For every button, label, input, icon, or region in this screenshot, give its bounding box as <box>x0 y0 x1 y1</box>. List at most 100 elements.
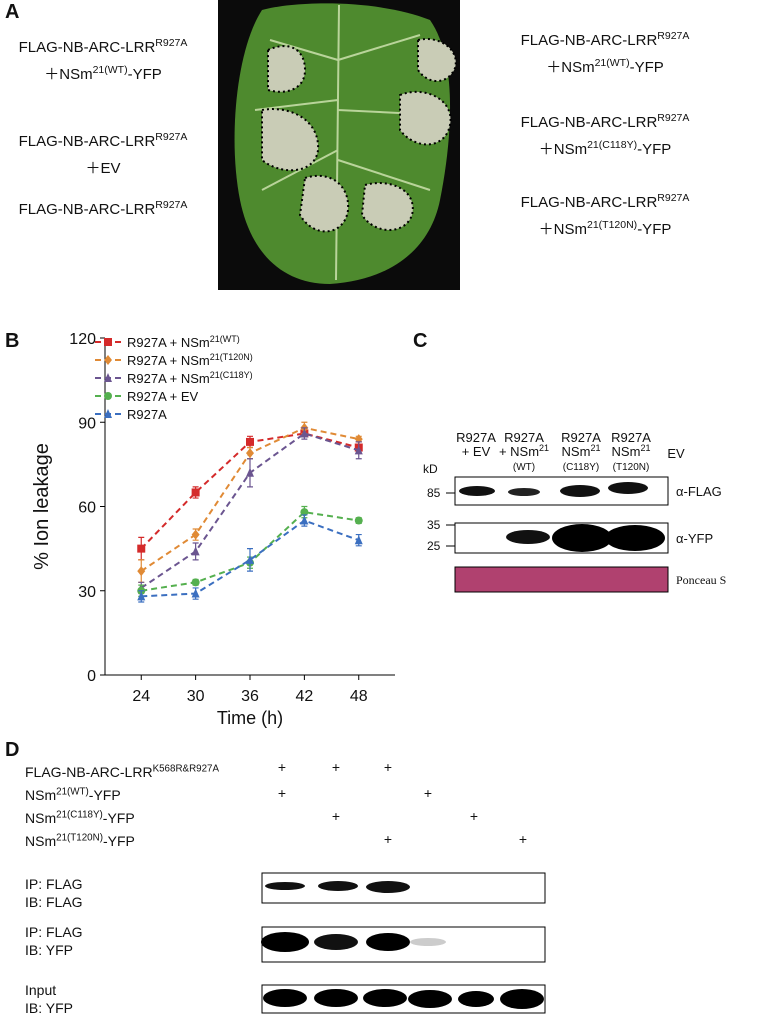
column-sup: 21 <box>640 443 650 453</box>
column-header: (C118Y) <box>563 462 600 473</box>
legend-label: R927A + NSm21(T120N) <box>127 352 253 368</box>
label-text: ＋NSm <box>546 59 594 76</box>
label: FLAG-NB-ARC-LRRR927A <box>19 37 188 56</box>
label-text: ＋NSm <box>44 66 92 83</box>
label: FLAG-NB-ARC-LRRR927A <box>521 30 690 49</box>
label-text: -YFP <box>630 59 664 76</box>
legend-text: R927A + NSm <box>127 335 210 350</box>
label-text: NSm <box>25 787 56 803</box>
label-text: NSm <box>25 833 56 849</box>
column-text: NSm <box>562 444 591 459</box>
y-axis-title: % Ion leakage <box>31 443 53 570</box>
column-header: R927A <box>611 430 651 445</box>
point <box>246 554 254 564</box>
column-header: EV <box>667 446 685 461</box>
point <box>191 546 200 556</box>
label-sup: R927A <box>657 192 689 204</box>
kd-label: kD <box>423 462 438 476</box>
row-label: α-FLAG <box>676 484 722 499</box>
point <box>300 515 309 525</box>
label: NSm21(T120N)-YFP <box>25 832 135 849</box>
y-tick-label: 60 <box>78 500 96 517</box>
label-text: ＋EV <box>85 160 120 177</box>
label-sup: 21(WT) <box>595 57 630 69</box>
plus-mark: + <box>332 759 340 775</box>
label-text: FLAG-NB-ARC-LRR <box>19 133 156 150</box>
label-text: FLAG-NB-ARC-LRR <box>521 32 658 49</box>
point <box>246 437 254 446</box>
point <box>300 508 309 517</box>
plus-mark: + <box>384 831 392 847</box>
label-text: FLAG-NB-ARC-LRR <box>25 764 153 780</box>
legend-sup: 21(WT) <box>210 334 240 344</box>
label-sup: R927A <box>155 37 187 49</box>
panel-label: D <box>5 739 19 761</box>
leaf-photo <box>218 0 460 290</box>
column-text: + EV <box>462 444 491 459</box>
label: ＋NSm21(T120N)-YFP <box>539 219 672 238</box>
point <box>246 448 254 459</box>
point <box>137 544 146 553</box>
y-tick-label: 120 <box>69 331 96 348</box>
label-text: -YFP <box>103 833 135 849</box>
label: ＋EV <box>85 160 120 177</box>
panel-label: B <box>5 330 19 352</box>
label-sup: 21(C118Y) <box>56 809 103 820</box>
blot-label: IB: YFP <box>25 942 73 958</box>
point <box>300 428 309 438</box>
label-sup: 21(WT) <box>93 64 128 76</box>
column-header: NSm21 <box>612 443 651 459</box>
point <box>191 578 200 587</box>
label-text: FLAG-NB-ARC-LRR <box>19 39 156 56</box>
label-text: -YFP <box>637 141 671 158</box>
label-text: -YFP <box>128 66 162 83</box>
plus-mark: + <box>332 808 340 824</box>
y-tick-label: 90 <box>78 415 96 432</box>
label-text: -YFP <box>89 787 121 803</box>
point <box>104 338 112 346</box>
legend-label: R927A + EV <box>127 389 199 404</box>
x-axis-title: Time (h) <box>217 708 283 728</box>
label-sup: R927A <box>657 112 689 124</box>
label-sup: 21(WT) <box>56 786 89 797</box>
legend-text: R927A + EV <box>127 389 199 404</box>
x-tick-label: 24 <box>132 688 150 705</box>
plus-mark: + <box>519 831 527 847</box>
label: NSm21(WT)-YFP <box>25 786 121 803</box>
plus-mark: + <box>424 785 432 801</box>
x-tick-label: 36 <box>241 688 259 705</box>
label: NSm21(C118Y)-YFP <box>25 809 135 826</box>
label-text: NSm <box>25 810 56 826</box>
legend-label: R927A + NSm21(C118Y) <box>127 370 253 386</box>
label: FLAG-NB-ARC-LRRK568R&R927A <box>25 763 219 780</box>
point <box>137 591 146 601</box>
kd-marker: 25 <box>427 539 441 553</box>
column-header: NSm21 <box>562 443 601 459</box>
point <box>354 535 363 545</box>
y-tick-label: 30 <box>78 584 96 601</box>
blot-label: IP: FLAG <box>25 876 83 892</box>
label-sup: R927A <box>155 199 187 211</box>
blot-label: IB: YFP <box>25 1000 73 1016</box>
plus-mark: + <box>384 759 392 775</box>
column-header: R927A <box>561 430 601 445</box>
point <box>354 516 363 525</box>
row-label: Ponceau S <box>676 573 726 587</box>
legend-sup: 21(C118Y) <box>210 370 253 380</box>
panel-label: C <box>413 330 427 352</box>
column-text: + NSm <box>499 444 539 459</box>
point <box>104 355 112 365</box>
label-text: FLAG-NB-ARC-LRR <box>521 114 658 131</box>
column-header: + EV <box>462 444 491 459</box>
column-header: R927A <box>504 430 544 445</box>
label: FLAG-NB-ARC-LRRR927A <box>521 192 690 211</box>
label: ＋NSm21(WT)-YFP <box>44 64 162 83</box>
point <box>104 409 112 418</box>
legend-text: R927A + NSm <box>127 371 210 386</box>
plus-mark: + <box>278 785 286 801</box>
point <box>191 488 200 497</box>
plus-mark: + <box>278 759 286 775</box>
label-sup: R927A <box>657 30 689 42</box>
point <box>104 373 112 382</box>
